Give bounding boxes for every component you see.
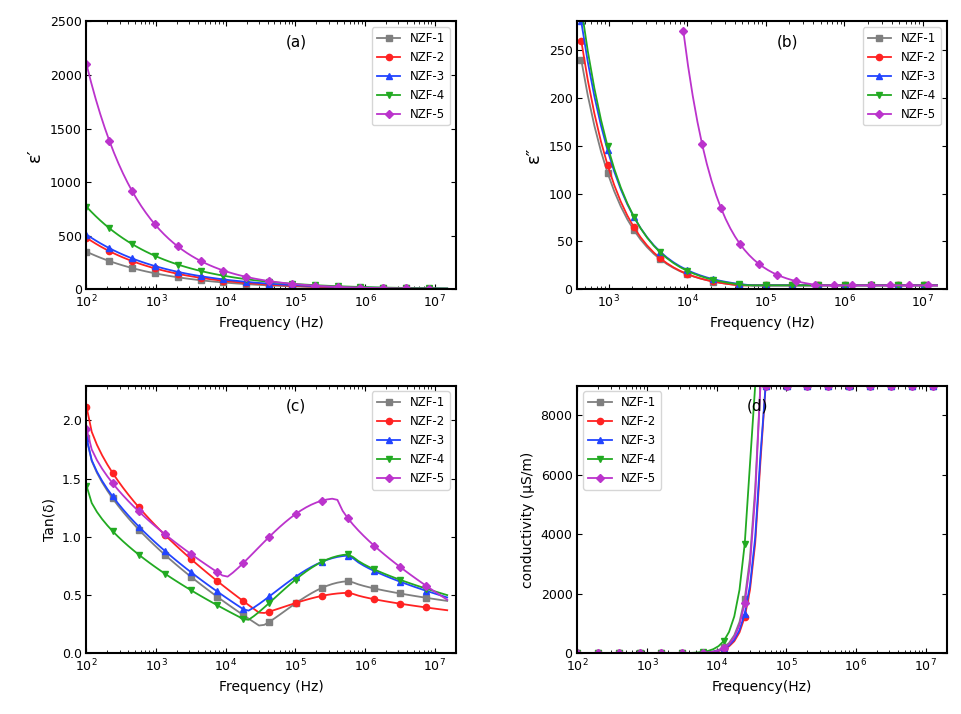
Text: (b): (b) [776,35,799,50]
Text: (c): (c) [285,399,306,414]
Y-axis label: conductivity (μS/m): conductivity (μS/m) [521,451,535,588]
Legend: NZF-1, NZF-2, NZF-3, NZF-4, NZF-5: NZF-1, NZF-2, NZF-3, NZF-4, NZF-5 [372,27,450,126]
Legend: NZF-1, NZF-2, NZF-3, NZF-4, NZF-5: NZF-1, NZF-2, NZF-3, NZF-4, NZF-5 [372,391,450,490]
Y-axis label: ε′: ε′ [26,149,44,162]
X-axis label: Frequency (Hz): Frequency (Hz) [709,316,814,330]
Legend: NZF-1, NZF-2, NZF-3, NZF-4, NZF-5: NZF-1, NZF-2, NZF-3, NZF-4, NZF-5 [583,391,661,490]
Text: (d): (d) [748,399,769,414]
Y-axis label: Tan(δ): Tan(δ) [42,498,56,541]
Legend: NZF-1, NZF-2, NZF-3, NZF-4, NZF-5: NZF-1, NZF-2, NZF-3, NZF-4, NZF-5 [863,27,941,126]
X-axis label: Frequency (Hz): Frequency (Hz) [219,680,324,694]
Text: (a): (a) [285,35,307,50]
X-axis label: Frequency (Hz): Frequency (Hz) [219,316,324,330]
Y-axis label: ε″: ε″ [525,147,543,164]
X-axis label: Frequency(Hz): Frequency(Hz) [712,680,812,694]
